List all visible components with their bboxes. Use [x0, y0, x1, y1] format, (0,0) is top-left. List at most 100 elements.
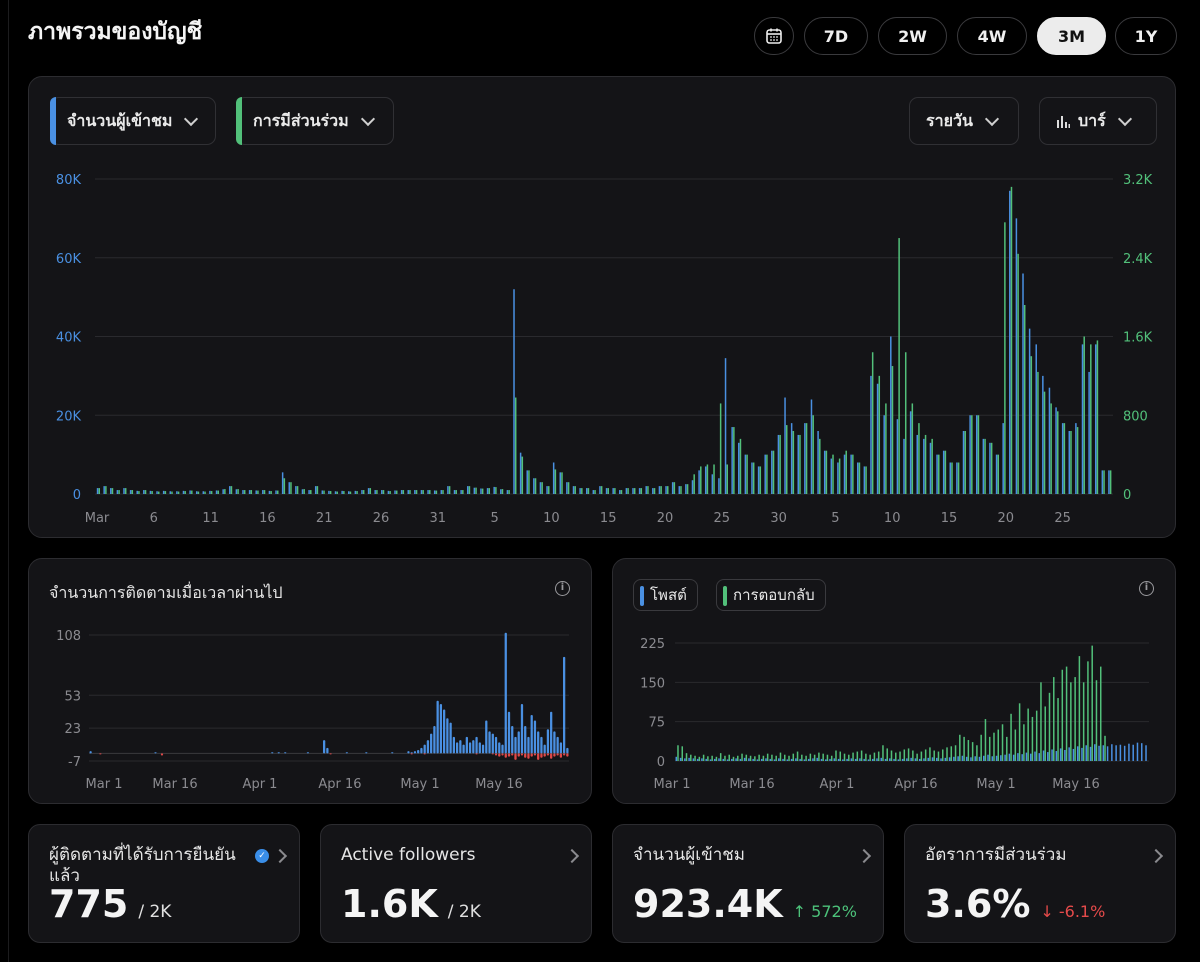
- posts-bar: [1085, 745, 1087, 761]
- views-bar: [447, 486, 449, 494]
- posts-bar: [948, 757, 951, 761]
- views-bar: [103, 486, 105, 494]
- views-bar: [209, 490, 211, 494]
- posts-bar: [812, 758, 814, 761]
- views-bar: [592, 490, 595, 494]
- views-bar: [903, 438, 905, 494]
- follow-bar: [410, 752, 413, 754]
- engagement-bar: [957, 462, 960, 494]
- engagement-bar: [746, 454, 748, 494]
- range-1y-button[interactable]: 1Y: [1115, 17, 1177, 55]
- engagement-bar: [938, 454, 940, 494]
- engagement-bar: [984, 438, 986, 494]
- engagement-bar: [210, 491, 213, 494]
- follow-bar: [478, 742, 481, 754]
- engagement-bar: [376, 490, 378, 494]
- x-tick-label: Mar 16: [729, 777, 774, 792]
- chart-type-dropdown[interactable]: บาร์: [1039, 97, 1157, 145]
- follow-bar: [468, 742, 472, 754]
- stat-card-views[interactable]: จำนวนผู้เข้าชม 923.4K ↑ 572%: [612, 824, 884, 943]
- follow-bar: [553, 731, 556, 754]
- views-bar: [817, 431, 819, 494]
- views-bar: [546, 486, 548, 494]
- follow-bar: [417, 750, 420, 754]
- views-bar: [784, 397, 786, 494]
- posts-bar: [816, 757, 818, 761]
- unfollow-bar: [550, 753, 553, 759]
- stat-card-active-followers[interactable]: Active followers 1.6K / 2K: [320, 824, 592, 943]
- views-bar: [321, 490, 324, 494]
- follow-bar: [488, 731, 491, 754]
- unfollow-bar: [520, 753, 524, 756]
- stat-card-verified-followers[interactable]: ผู้ติดตามที่ได้รับการยืนยันแล้ว ✓ 775 / 2…: [28, 824, 300, 943]
- views-bar: [843, 454, 846, 494]
- info-icon[interactable]: i: [1139, 581, 1154, 596]
- chevron-right-icon: [272, 848, 288, 864]
- engagement-bar: [356, 491, 358, 494]
- metric2-dropdown[interactable]: การมีส่วนร่วม: [236, 97, 394, 145]
- posts-bar: [701, 758, 703, 761]
- views-bar: [1055, 407, 1057, 494]
- stat-label: ผู้ติดตามที่ได้รับการยืนยันแล้ว: [49, 845, 236, 886]
- replies-bar: [912, 750, 914, 761]
- follow-bar: [436, 700, 439, 754]
- posts-bar: [1115, 745, 1117, 761]
- y-right-tick-label: 1.6K: [1123, 331, 1153, 346]
- legend-posts-chip[interactable]: โพสต์: [633, 579, 698, 611]
- replies-bar: [792, 753, 795, 761]
- engagement-bar: [442, 490, 444, 494]
- replies-bar: [963, 736, 965, 761]
- engagement-bar: [310, 490, 312, 494]
- page-title: ภาพรวมของบัญชี: [28, 19, 203, 45]
- views-bar: [619, 490, 621, 494]
- views-bar: [995, 454, 998, 494]
- replies-bar: [796, 751, 799, 761]
- views-bar: [1101, 470, 1104, 494]
- views-bar: [288, 482, 291, 494]
- engagement-bar: [131, 490, 134, 494]
- replies-bar: [788, 755, 790, 761]
- replies-bar: [1057, 698, 1059, 761]
- engagement-bar: [805, 423, 808, 494]
- calendar-button[interactable]: [754, 17, 794, 55]
- engagement-bar: [217, 490, 219, 494]
- engagement-bar: [422, 490, 424, 494]
- stat-card-engagement-rate[interactable]: อัตราการมีส่วนร่วม 3.6% ↓ -6.1%: [904, 824, 1176, 943]
- follow-bar: [306, 752, 310, 754]
- interval-dropdown[interactable]: รายวัน: [909, 97, 1019, 145]
- engagement-bar: [713, 464, 715, 494]
- range-2w-button[interactable]: 2W: [878, 17, 947, 55]
- replies-bar: [877, 751, 880, 761]
- engagement-bar: [1090, 344, 1092, 494]
- range-3m-button[interactable]: 3M: [1037, 17, 1106, 55]
- posts-bar: [1098, 745, 1100, 761]
- posts-bar: [824, 759, 827, 761]
- posts-bar: [923, 758, 925, 761]
- follow-bar: [511, 725, 514, 754]
- info-icon[interactable]: i: [555, 581, 570, 596]
- views-bar: [638, 488, 641, 494]
- views-bar: [500, 489, 502, 494]
- posts-bar: [1047, 752, 1049, 761]
- posts-bar: [1017, 753, 1019, 761]
- follow-bar: [566, 747, 569, 754]
- engagement-bar: [1103, 470, 1105, 494]
- legend-replies-chip[interactable]: การตอบกลับ: [716, 579, 826, 611]
- posts-bar: [1128, 743, 1130, 761]
- replies-bar: [997, 729, 1000, 761]
- engagement-bar: [124, 488, 127, 494]
- posts-bar: [713, 758, 716, 761]
- engagement-bar: [640, 488, 643, 494]
- range-7d-button[interactable]: 7D: [804, 17, 868, 55]
- posts-bar: [739, 758, 742, 761]
- views-bar: [936, 454, 938, 494]
- views-bar: [605, 488, 608, 494]
- replies-bar: [890, 750, 893, 761]
- engagement-bar: [501, 489, 504, 494]
- follow-bar: [520, 704, 524, 754]
- posts-bar: [850, 758, 853, 761]
- engagement-bar: [409, 490, 411, 494]
- unfollow-bar: [566, 753, 569, 757]
- metric1-dropdown[interactable]: จำนวนผู้เข้าชม: [50, 97, 216, 145]
- range-4w-button[interactable]: 4W: [957, 17, 1027, 55]
